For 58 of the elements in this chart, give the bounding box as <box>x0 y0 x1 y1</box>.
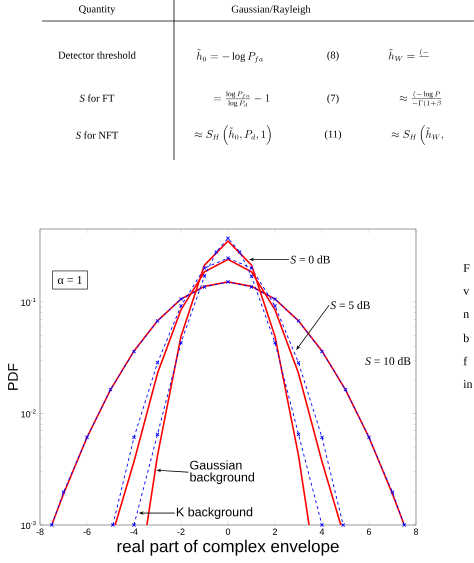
text: n <box>463 312 470 318</box>
text: $\approx S_H\left(\tilde{h}_0, P_d, 1\right)$ <box>194 125 271 145</box>
x-tick-label: 6 <box>366 528 372 535</box>
text: Gaussian/Rayleigh <box>232 5 311 15</box>
point <box>249 266 254 270</box>
text: F <box>464 264 470 272</box>
text: f <box>464 356 468 366</box>
x-tick-label: -4 <box>130 528 138 535</box>
point <box>202 284 206 289</box>
text: S for NFT <box>76 131 118 139</box>
x-axis-title: real part of complex envelope <box>118 540 339 556</box>
text: Detector threshold <box>58 51 136 59</box>
point <box>108 387 112 392</box>
point <box>132 435 136 440</box>
point <box>84 435 90 440</box>
x-tick-label: 4 <box>320 528 324 535</box>
point <box>320 523 324 528</box>
point <box>320 435 324 440</box>
y-tick-label: 10$^{-1}$ <box>21 298 36 306</box>
point <box>272 304 277 308</box>
point <box>178 297 183 302</box>
text: in <box>463 380 472 388</box>
x-tick-label: -2 <box>177 528 185 535</box>
point <box>366 435 371 440</box>
x-tick-label: 8 <box>414 528 418 535</box>
text: $\tilde{h}_0 = -\log P_{fa}$ <box>196 49 263 63</box>
text: $\tilde{h}_W = \frac{(-}{}$ <box>388 48 429 62</box>
point <box>249 284 254 289</box>
text: (8) <box>327 51 339 61</box>
point <box>178 304 183 308</box>
point <box>226 280 230 284</box>
x-tick-label: 2 <box>272 528 278 535</box>
annotation: α = 1 <box>58 276 82 284</box>
point <box>132 523 136 528</box>
point <box>226 256 230 260</box>
text: $\approx S_H\left(\tilde{h}_W,\right.$ <box>392 125 444 145</box>
point <box>343 387 348 392</box>
annotation: Gaussian background <box>190 460 254 484</box>
x-tick-label: -6 <box>83 528 91 535</box>
text: v <box>463 289 470 295</box>
text: $= \frac{\log P_{fa}}{\log P_d} - 1$ <box>214 91 270 107</box>
annotation: K background <box>176 507 252 519</box>
annotation: S = 0 dB <box>290 255 330 264</box>
y-tick-label: 10$^{-3}$ <box>21 520 36 530</box>
x-tick-label: -8 <box>36 528 44 535</box>
point <box>202 266 206 270</box>
text: S for FT <box>80 94 114 102</box>
y-tick-label: 10$^{-2}$ <box>21 409 36 418</box>
annotation: S = 5 dB <box>330 301 370 310</box>
x-tick-label: 0 <box>226 528 230 535</box>
text: (7) <box>327 94 339 104</box>
y-axis-title: PDF <box>8 364 18 390</box>
text: $\approx \frac{(-\log P}{-\Gamma(1+\beta}$ <box>400 91 442 107</box>
text: (11) <box>324 130 342 140</box>
text: Quantity <box>79 5 116 15</box>
annotation: S = 10 dB <box>365 356 410 366</box>
text: b <box>463 334 469 342</box>
point <box>272 297 277 302</box>
